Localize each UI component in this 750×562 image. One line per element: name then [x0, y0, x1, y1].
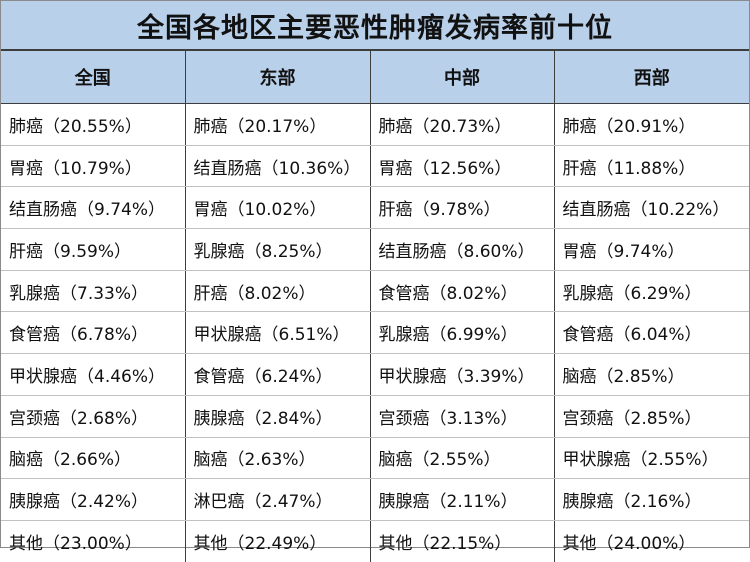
table-row: 胃癌（10.79%） 结直肠癌（10.36%） 胃癌（12.56%） 肝癌（11.88… [1, 145, 749, 188]
cell-national: 胰腺癌（2.42%） [1, 478, 185, 521]
cell-east: 脑癌（2.63%） [184, 437, 370, 480]
cell-central: 食管癌（8.02%） [369, 270, 554, 313]
cell-national: 甲状腺癌（4.46%） [1, 353, 185, 396]
table-row: 肝癌（9.59%） 乳腺癌（8.25%） 结直肠癌（8.60%） 胃癌（9.74%） [1, 228, 749, 271]
cell-central: 脑癌（2.55%） [369, 437, 554, 480]
cell-central: 甲状腺癌（3.39%） [369, 353, 554, 396]
column-header-east: 东部 [184, 51, 370, 104]
cell-national: 乳腺癌（7.33%） [1, 270, 185, 313]
cell-central: 肺癌（20.73%） [369, 103, 554, 146]
table-row: 脑癌（2.66%） 脑癌（2.63%） 脑癌（2.55%） 甲状腺癌（2.55%） [1, 437, 749, 480]
cell-east: 淋巴癌（2.47%） [184, 478, 370, 521]
cell-west: 胰腺癌（2.16%） [553, 478, 749, 521]
cell-east: 食管癌（6.24%） [184, 353, 370, 396]
cell-west: 乳腺癌（6.29%） [553, 270, 749, 313]
cell-central: 其他（22.15%） [369, 520, 554, 562]
table-body: 肺癌（20.55%） 肺癌（20.17%） 肺癌（20.73%） 肺癌（20.91%）… [1, 103, 749, 562]
table-row: 食管癌（6.78%） 甲状腺癌（6.51%） 乳腺癌（6.99%） 食管癌（6.04%… [1, 311, 749, 355]
cell-west: 其他（24.00%） [553, 520, 749, 562]
cell-central: 宫颈癌（3.13%） [369, 395, 554, 438]
table-row: 肺癌（20.55%） 肺癌（20.17%） 肺癌（20.73%） 肺癌（20.91%） [1, 103, 749, 146]
cell-west: 结直肠癌（10.22%） [553, 186, 749, 230]
cell-east: 肝癌（8.02%） [184, 270, 370, 313]
cell-central: 乳腺癌（6.99%） [369, 311, 554, 355]
cell-west: 食管癌（6.04%） [553, 311, 749, 355]
cell-west: 脑癌（2.85%） [553, 353, 749, 396]
cell-national: 胃癌（10.79%） [1, 145, 185, 188]
cell-east: 胰腺癌（2.84%） [184, 395, 370, 438]
column-header-central: 中部 [369, 51, 554, 104]
header-row: 全国 东部 中部 西部 [1, 51, 749, 104]
cell-central: 结直肠癌（8.60%） [369, 228, 554, 271]
table-row: 乳腺癌（7.33%） 肝癌（8.02%） 食管癌（8.02%） 乳腺癌（6.29%） [1, 270, 749, 313]
table-title: 全国各地区主要恶性肿瘤发病率前十位 [1, 1, 749, 51]
column-header-west: 西部 [553, 51, 749, 104]
cell-national: 肺癌（20.55%） [1, 103, 185, 146]
cell-east: 结直肠癌（10.36%） [184, 145, 370, 188]
cell-national: 脑癌（2.66%） [1, 437, 185, 480]
cell-east: 甲状腺癌（6.51%） [184, 311, 370, 355]
cell-east: 肺癌（20.17%） [184, 103, 370, 146]
cancer-incidence-table: 全国 东部 中部 西部 肺癌（20.55%） 肺癌（20.17%） 肺癌（20.73… [1, 51, 749, 562]
cell-national: 结直肠癌（9.74%） [1, 186, 185, 230]
cell-west: 胃癌（9.74%） [553, 228, 749, 271]
cell-central: 肝癌（9.78%） [369, 186, 554, 230]
table-row: 甲状腺癌（4.46%） 食管癌（6.24%） 甲状腺癌（3.39%） 脑癌（2.85%… [1, 353, 749, 396]
table-row: 胰腺癌（2.42%） 淋巴癌（2.47%） 胰腺癌（2.11%） 胰腺癌（2.16%） [1, 478, 749, 521]
cell-east: 胃癌（10.02%） [184, 186, 370, 230]
table-row: 结直肠癌（9.74%） 胃癌（10.02%） 肝癌（9.78%） 结直肠癌（10.22… [1, 186, 749, 230]
cell-east: 乳腺癌（8.25%） [184, 228, 370, 271]
cell-national: 肝癌（9.59%） [1, 228, 185, 271]
column-header-national: 全国 [1, 51, 185, 104]
cell-national: 食管癌（6.78%） [1, 311, 185, 355]
cell-west: 甲状腺癌（2.55%） [553, 437, 749, 480]
cell-east: 其他（22.49%） [184, 520, 370, 562]
cell-west: 肝癌（11.88%） [553, 145, 749, 188]
table-row: 宫颈癌（2.68%） 胰腺癌（2.84%） 宫颈癌（3.13%） 宫颈癌（2.85%） [1, 395, 749, 438]
cell-central: 胃癌（12.56%） [369, 145, 554, 188]
cell-west: 肺癌（20.91%） [553, 103, 749, 146]
cell-central: 胰腺癌（2.11%） [369, 478, 554, 521]
cell-national: 宫颈癌（2.68%） [1, 395, 185, 438]
cell-west: 宫颈癌（2.85%） [553, 395, 749, 438]
cell-national: 其他（23.00%） [9, 533, 142, 554]
table-row: 其他（23.00%） 其他（22.49%） 其他（22.15%） 其他（24.00%） [1, 520, 749, 562]
